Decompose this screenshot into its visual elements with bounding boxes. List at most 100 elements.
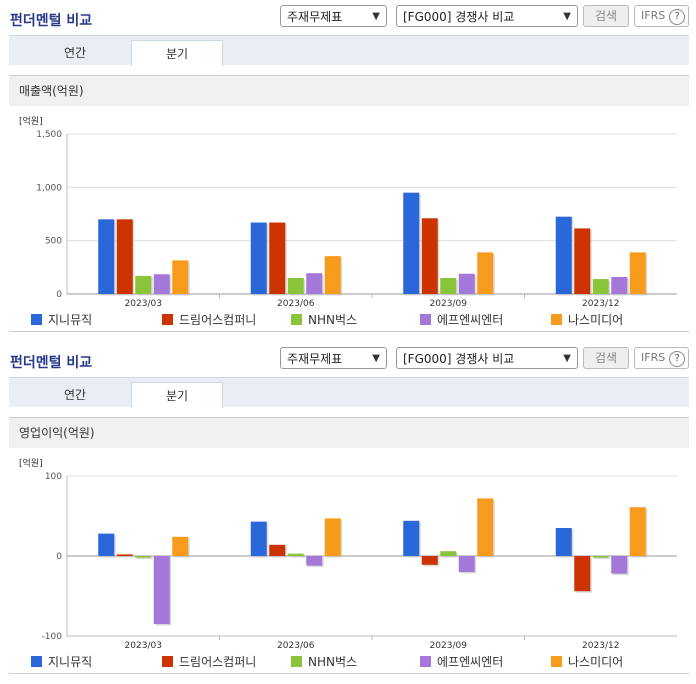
bar-1-2 (287, 278, 304, 294)
bar-0-4 (172, 260, 189, 294)
legend-swatch (420, 314, 431, 325)
bar-2-2 (440, 278, 457, 294)
legend-label: 나스미디어 (568, 655, 624, 669)
y-tick-label: 1,000 (36, 183, 62, 193)
bar-3-0 (555, 216, 572, 294)
chevron-down-icon: ▼ (372, 353, 380, 364)
bar-3-4 (629, 252, 646, 294)
statement-select[interactable]: 주재무제표 ▼ (280, 5, 387, 27)
help-icon: ? (669, 9, 686, 25)
bar-3-3 (611, 556, 628, 574)
chevron-down-icon: ▼ (563, 353, 571, 364)
legend-swatch (291, 656, 302, 667)
bar-0-0 (98, 219, 115, 294)
comparison-select-value: [FG000] 경쟁사 비교 (403, 10, 515, 24)
bar-2-0 (403, 520, 420, 556)
tab-annual[interactable]: 연간 (63, 388, 87, 402)
bar-2-0 (403, 192, 420, 294)
legend-swatch (31, 656, 42, 667)
period-tabs: 연간 분기 (9, 377, 689, 408)
x-tick-label: 2023/06 (277, 299, 315, 309)
legend-item[interactable]: 나스미디어 (551, 654, 623, 670)
y-tick-label: 1,500 (36, 130, 62, 140)
bar-1-1 (269, 222, 286, 294)
bar-2-3 (458, 556, 475, 572)
legend-swatch (162, 656, 173, 667)
tab-annual[interactable]: 연간 (63, 46, 87, 60)
y-tick-label: 100 (45, 472, 62, 482)
search-button[interactable]: 검색 (583, 5, 629, 27)
bar-3-1 (574, 556, 591, 592)
panel-title: 펀더멘털 비교 (10, 355, 93, 371)
bar-1-1 (269, 544, 286, 556)
bar-1-0 (250, 222, 267, 294)
x-tick-label: 2023/03 (125, 641, 162, 651)
y-tick-label: -100 (42, 632, 63, 642)
bar-0-1 (116, 219, 133, 294)
statement-select[interactable]: 주재무제표 ▼ (280, 347, 387, 369)
legend-swatch (420, 656, 431, 667)
bar-0-1 (116, 554, 133, 556)
legend-swatch (291, 314, 302, 325)
comparison-select[interactable]: [FG000] 경쟁사 비교 ▼ (396, 347, 578, 369)
x-tick-label: 2023/09 (430, 299, 468, 309)
legend-label: 나스미디어 (568, 313, 624, 327)
chevron-down-icon: ▼ (563, 11, 571, 22)
legend-item[interactable]: 드림어스컴퍼니 (162, 654, 256, 670)
legend-label: 드림어스컴퍼니 (179, 313, 257, 327)
legend-item[interactable]: 지니뮤직 (31, 654, 92, 670)
legend-item[interactable]: 에프엔씨엔터 (420, 312, 503, 328)
ifrs-help-button[interactable]: IFRS? (634, 347, 689, 369)
x-tick-label: 2023/09 (430, 641, 468, 651)
ifrs-help-button[interactable]: IFRS? (634, 5, 689, 27)
panel-header: 펀더멘털 비교 주재무제표 ▼ [FG000] 경쟁사 비교 ▼ 검색 IFRS… (0, 0, 696, 34)
chart-title: 영업이익(억원) (9, 418, 689, 448)
bar-2-1 (421, 218, 438, 294)
legend-label: NHN벅스 (308, 655, 358, 669)
x-tick-label: 2023/03 (125, 299, 162, 309)
ifrs-label: IFRS (641, 351, 666, 364)
operating-profit-chart: [억원] -100 0 100 2023/03 2023/06 2023/09 2023/12 (19, 457, 677, 651)
tab-quarterly[interactable]: 분기 (131, 382, 223, 408)
bar-1-3 (306, 556, 323, 566)
chevron-down-icon: ▼ (372, 11, 380, 22)
legend-label: 지니뮤직 (48, 655, 93, 669)
x-tick-label: 2023/06 (277, 641, 315, 651)
comparison-select[interactable]: [FG000] 경쟁사 비교 ▼ (396, 5, 578, 27)
legend-swatch (551, 656, 562, 667)
bar-shadow (136, 557, 153, 560)
help-icon: ? (669, 351, 686, 367)
statement-select-value: 주재무제표 (287, 10, 343, 24)
bar-0-2 (135, 556, 152, 558)
bar-1-4 (324, 256, 341, 294)
bar-0-4 (172, 536, 189, 556)
bar-3-4 (629, 507, 646, 556)
bar-0-3 (153, 274, 170, 294)
legend-item[interactable]: 에프엔씨엔터 (420, 654, 503, 670)
chart-legend: 지니뮤직 드림어스컴퍼니 NHN벅스 에프엔씨엔터 나스미디어 (9, 654, 689, 670)
legend-label: NHN벅스 (308, 313, 358, 327)
bar-0-0 (98, 533, 115, 556)
bar-1-3 (306, 273, 323, 294)
bar-2-4 (477, 498, 494, 556)
legend-swatch (31, 314, 42, 325)
chart-box: 영업이익(억원) [억원] -100 0 100 2023/03 2023/06 2023/… (9, 417, 689, 674)
period-tabs: 연간 분기 (9, 35, 689, 66)
bar-0-2 (135, 275, 152, 294)
legend-item[interactable]: NHN벅스 (291, 312, 357, 328)
bar-2-3 (458, 273, 475, 294)
bar-3-3 (611, 276, 628, 294)
bar-shadow (594, 557, 611, 560)
legend-item[interactable]: 드림어스컴퍼니 (162, 312, 256, 328)
ifrs-label: IFRS (641, 9, 666, 22)
panel-header: 펀더멘털 비교 주재무제표 ▼ [FG000] 경쟁사 비교 ▼ 검색 IFRS… (0, 342, 696, 376)
legend-item[interactable]: NHN벅스 (291, 654, 357, 670)
tab-quarterly[interactable]: 분기 (131, 40, 223, 66)
search-button[interactable]: 검색 (583, 347, 629, 369)
y-unit-label: [억원] (19, 115, 43, 127)
y-tick-label: 500 (45, 237, 62, 247)
comparison-select-value: [FG000] 경쟁사 비교 (403, 352, 515, 366)
legend-item[interactable]: 지니뮤직 (31, 312, 92, 328)
legend-item[interactable]: 나스미디어 (551, 312, 623, 328)
y-unit-label: [억원] (19, 457, 43, 469)
